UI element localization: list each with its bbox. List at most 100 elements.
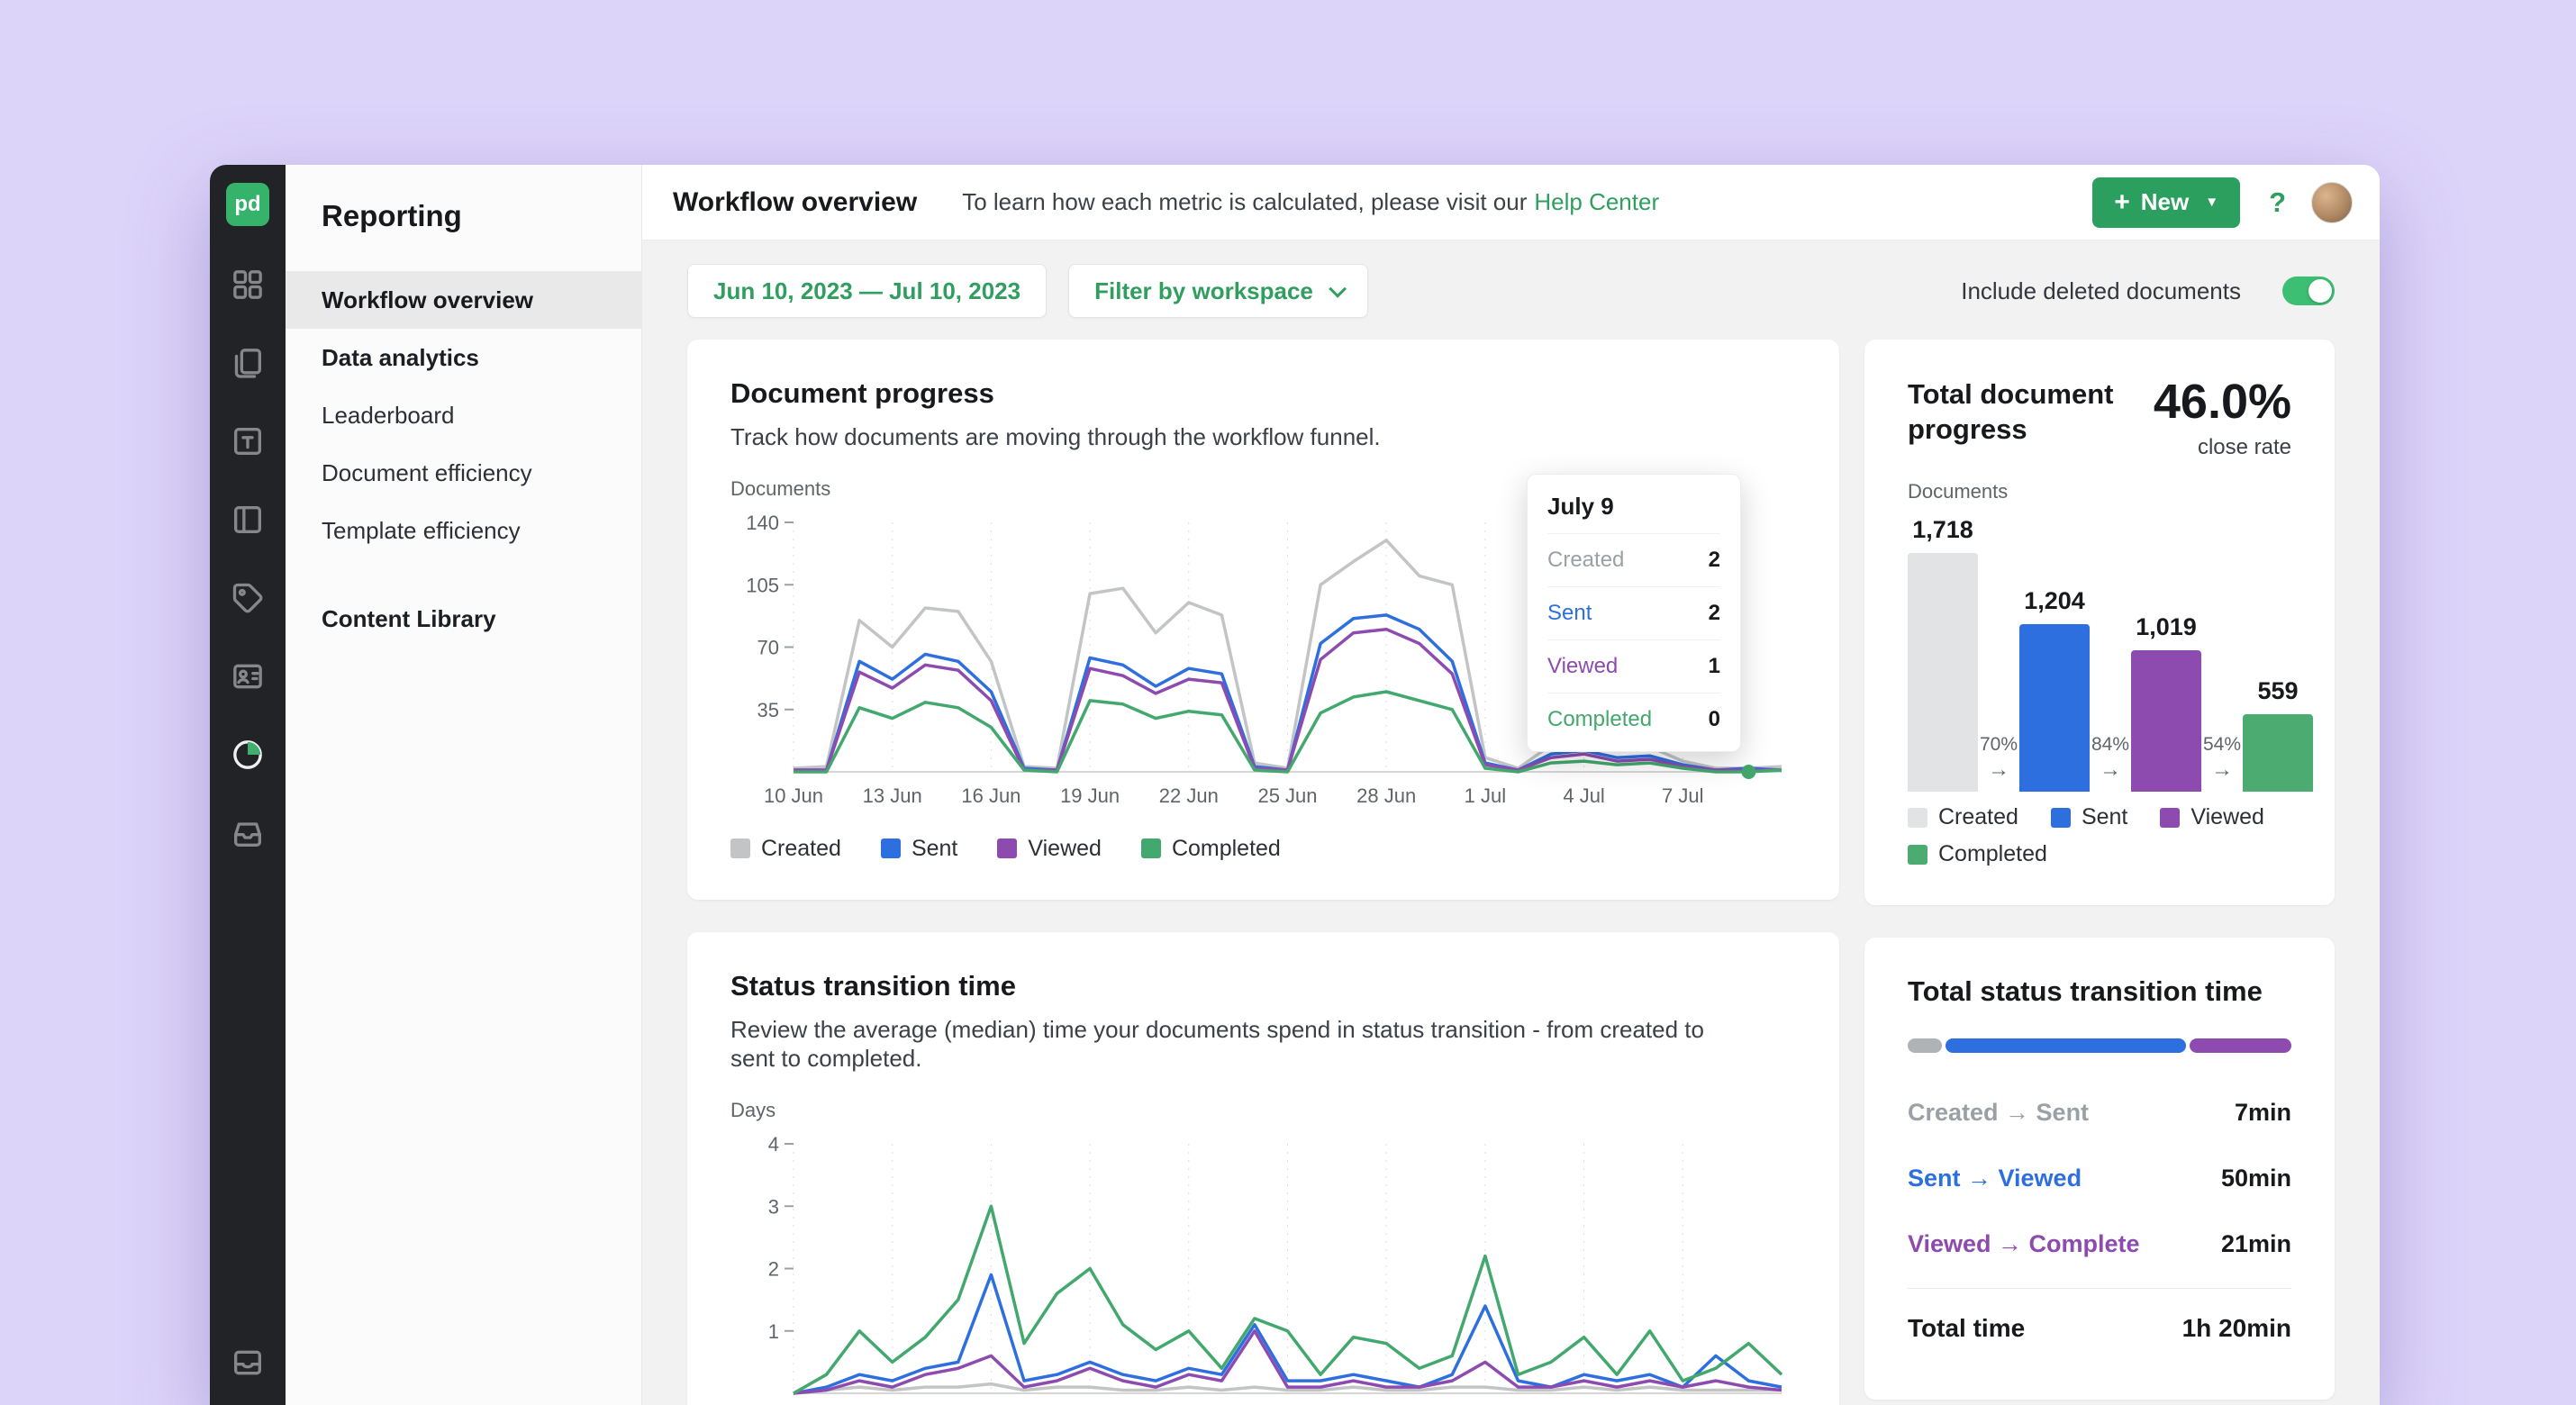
app-rail: pd [210,165,286,1405]
svg-text:25 Jun: 25 Jun [1257,784,1317,807]
avatar[interactable] [2311,181,2353,223]
viewed-swatch [997,838,1018,858]
card-subtitle: Track how documents are moving through t… [730,423,1381,450]
svg-text:1 Jul: 1 Jul [1465,784,1506,807]
app-window: pd Reporting Workflow overview Data anal… [210,165,2380,1405]
transition-stacked-bar [1908,1038,2291,1053]
sidebar-separator [286,559,641,590]
sidebar-item-template-efficiency[interactable]: Template efficiency [322,516,521,544]
filter-row: Jun 10, 2023 — Jul 10, 2023 Filter by wo… [687,264,2335,318]
topbar: Workflow overview To learn how each metr… [642,165,2380,240]
pandadoc-logo[interactable]: pd [226,183,269,226]
legend-viewed[interactable]: Viewed [2160,804,2264,830]
inbox-icon[interactable] [227,812,268,854]
svg-text:70: 70 [757,636,779,658]
card-title: Status transition time [730,969,1016,1002]
deleted-toggle-label: Include deleted documents [1961,276,2241,304]
svg-text:22 Jun: 22 Jun [1159,784,1219,807]
y-axis-caption: Days [730,1098,776,1121]
legend-created[interactable]: Created [1908,804,2018,830]
close-rate-value: 46.0% [2153,375,2291,429]
document-progress-card: Document progress Track how documents ar… [687,340,1839,900]
card-title: Total document progress [1908,378,2114,445]
templates-icon[interactable] [227,421,268,462]
close-rate-caption: close rate [2197,435,2291,459]
content: Jun 10, 2023 — Jul 10, 2023 Filter by wo… [642,240,2380,1405]
status-transition-card: Status transition time Review the averag… [687,931,1839,1405]
svg-text:35: 35 [757,698,779,721]
help-button[interactable]: ? [2269,186,2286,218]
svg-text:2: 2 [768,1257,779,1280]
svg-text:28 Jun: 28 Jun [1356,784,1416,807]
card-subtitle: Review the average (median) time your do… [730,1015,1704,1073]
sidebar-item-content-library[interactable]: Content Library [322,604,496,632]
total-transition-card: Total status transition time Created → S… [1864,938,2335,1400]
svg-text:16 Jun: 16 Jun [961,784,1020,807]
funnel-bar-chart[interactable]: 1,718 70% → 1,204 84% → 1,019 54% → 559 [1908,511,2313,792]
reporting-sidebar: Reporting Workflow overview Data analyti… [286,165,642,1405]
svg-text:140: 140 [746,512,779,534]
legend-viewed[interactable]: Viewed [997,836,1102,862]
reports-icon[interactable] [227,734,268,775]
svg-text:19 Jun: 19 Jun [1060,784,1120,807]
chevron-down-icon: ▼ [2205,195,2219,210]
chart-legend: Created Sent Viewed Completed [730,836,1796,862]
svg-text:105: 105 [746,574,779,596]
page-title: Workflow overview [673,186,918,217]
chart-tooltip: July 9 Created 2 Sent 2 Viewed 1 Completed 0 [1527,473,1741,752]
card-title: Total status transition time [1908,975,2263,1007]
chart-legend: Created Sent Viewed Completed [1908,804,2291,867]
y-axis-caption: Documents [1908,480,2009,503]
include-deleted-toggle[interactable] [2282,276,2335,305]
svg-text:4 Jul: 4 Jul [1563,784,1604,807]
transition-row-sent-viewed: Sent → Viewed 50min [1908,1165,2291,1192]
card-title: Document progress [730,377,994,409]
contacts-icon[interactable] [227,656,268,697]
sidebar-item-data-analytics[interactable]: Data analytics [322,343,479,371]
sidebar-item-leaderboard[interactable]: Leaderboard [322,401,455,429]
document-progress-chart: Documents 10 Jun 13 Jun 16 Jun 19 Jun 22 Jun… [730,473,1796,823]
addons-icon[interactable] [227,1342,268,1383]
helper-text: To learn how each metric is calculated, … [962,188,1660,215]
date-range-picker[interactable]: Jun 10, 2023 — Jul 10, 2023 [687,264,1048,318]
transition-total-row: Total time 1h 20min [1908,1288,2291,1362]
dashboard-icon[interactable] [227,264,268,305]
created-swatch [730,838,750,858]
legend-completed[interactable]: Completed [1908,841,2047,867]
legend-completed[interactable]: Completed [1140,836,1281,862]
line-chart[interactable]: 10 Jun 13 Jun 16 Jun 19 Jun 22 Jun 25 Jun 28 J… [730,508,1796,819]
plus-icon: + [2114,186,2130,217]
documents-icon[interactable] [227,342,268,384]
sidebar-item-document-efficiency[interactable]: Document efficiency [322,458,532,486]
svg-text:10 Jun: 10 Jun [764,784,823,807]
completed-swatch [1140,838,1161,858]
sent-swatch [880,838,901,858]
stack-segment [1945,1038,2187,1053]
catalog-icon[interactable] [227,499,268,540]
sidebar-item-workflow-overview[interactable]: Workflow overview [286,271,641,329]
legend-created[interactable]: Created [730,836,841,862]
sidebar-nav: Workflow overview Data analytics Leaderb… [286,271,641,648]
workspace-filter[interactable]: Filter by workspace [1068,264,1368,318]
svg-text:4: 4 [768,1133,779,1156]
stack-segment [2190,1038,2291,1053]
y-axis-caption: Documents [730,476,831,500]
tag-icon[interactable] [227,577,268,619]
new-button[interactable]: + New ▼ [2092,177,2241,228]
legend-sent[interactable]: Sent [2050,804,2127,830]
svg-text:3: 3 [768,1195,779,1218]
svg-text:7 Jul: 7 Jul [1662,784,1703,807]
transition-row-viewed-complete: Viewed → Complete 21min [1908,1230,2291,1257]
main-area: Workflow overview To learn how each metr… [642,165,2380,1405]
total-progress-card: Total document progress 46.0% close rate… [1864,340,2335,905]
stack-segment [1908,1038,1942,1053]
sidebar-title: Reporting [322,199,462,232]
svg-text:13 Jun: 13 Jun [863,784,922,807]
legend-sent[interactable]: Sent [880,836,957,862]
chevron-down-icon [1329,279,1347,298]
svg-text:1: 1 [768,1319,779,1342]
transition-row-created-sent: Created → Sent 7min [1908,1099,2291,1126]
help-center-link[interactable]: Help Center [1534,188,1660,215]
